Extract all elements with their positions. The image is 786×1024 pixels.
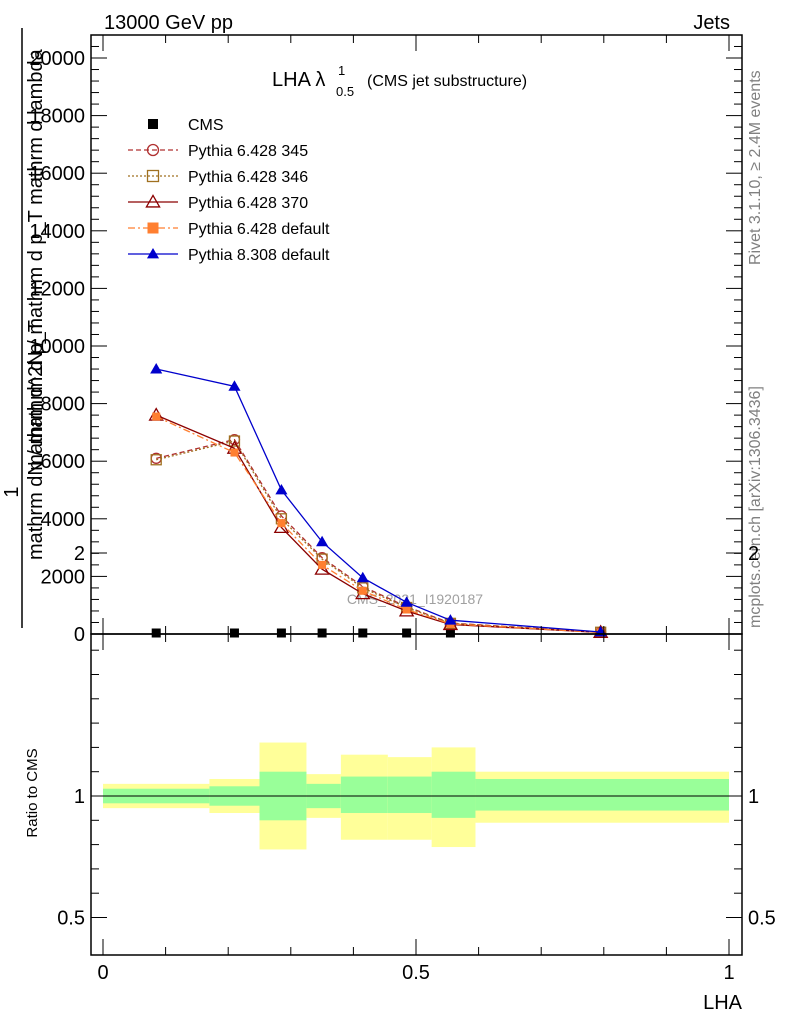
rivet-label: Rivet 3.1.10, ≥ 2.4M events bbox=[747, 70, 764, 265]
data-point bbox=[356, 571, 369, 583]
y-tick-label: 12000 bbox=[29, 278, 85, 300]
xlabel: LHA bbox=[703, 992, 743, 1014]
data-point bbox=[402, 605, 411, 614]
legend-marker bbox=[146, 143, 160, 157]
legend-label: Pythia 6.428 370 bbox=[188, 195, 308, 212]
legend-label: Pythia 6.428 default bbox=[188, 221, 330, 238]
legend-marker bbox=[146, 247, 160, 259]
legend-entry: Pythia 6.428 default bbox=[128, 221, 330, 238]
ylabel-main-right: mathrm d^2N / mathrm d p_T mathrm d lamb… bbox=[25, 48, 47, 470]
y-tick-label: 10000 bbox=[29, 336, 85, 358]
y-tick-label: 16000 bbox=[29, 163, 85, 185]
ratio-tick-label-right: 1 bbox=[748, 786, 759, 808]
series-cms bbox=[151, 628, 606, 638]
legend-label: CMS bbox=[188, 117, 224, 134]
data-point bbox=[277, 519, 286, 528]
x-tick-label: 1 bbox=[723, 962, 734, 984]
ratio-band-green bbox=[387, 776, 432, 814]
y-tick-label: 6000 bbox=[41, 451, 86, 473]
mcplots-label: mcplots.cern.ch [arXiv:1306.3436] bbox=[747, 386, 764, 628]
data-point bbox=[445, 628, 455, 638]
chart-title-main: LHA λ bbox=[272, 69, 325, 91]
legend-entry: Pythia 6.428 346 bbox=[128, 169, 308, 186]
chart-title-suffix: (CMS jet substructure) bbox=[367, 73, 527, 90]
legend-label: Pythia 6.428 346 bbox=[188, 169, 308, 186]
data-point bbox=[316, 535, 329, 547]
legend-label: Pythia 8.308 default bbox=[188, 247, 330, 264]
ratio-tick-label: 0.5 bbox=[57, 908, 85, 930]
ratio-tick-label-right: 0.5 bbox=[748, 908, 776, 930]
chart-title: LHA λ 1 0.5 (CMS jet substructure) bbox=[272, 63, 527, 99]
legend-marker bbox=[148, 119, 158, 129]
data-point bbox=[275, 483, 288, 495]
ratio-tick-label: 1 bbox=[74, 786, 85, 808]
legend-entry: Pythia 6.428 345 bbox=[128, 143, 308, 160]
data-point bbox=[150, 454, 162, 466]
y-tick-label: 14000 bbox=[29, 221, 85, 243]
y-tick-label: 20000 bbox=[29, 48, 85, 70]
series-pythia-6-428-346 bbox=[150, 435, 607, 638]
y-tick-label: 0 bbox=[74, 624, 85, 646]
legend: CMS Pythia 6.428 345 Pythia 6.428 346 Pythi… bbox=[128, 117, 330, 264]
data-point bbox=[151, 628, 161, 638]
legend-label: Pythia 6.428 345 bbox=[188, 143, 308, 160]
legend-entry: CMS bbox=[148, 117, 224, 134]
ratio-tick-label: 2 bbox=[74, 543, 85, 565]
main-series bbox=[148, 362, 609, 639]
data-point bbox=[228, 380, 241, 391]
series-line bbox=[156, 368, 601, 633]
ylabel-main-numerator: 1 bbox=[1, 486, 23, 497]
data-point bbox=[150, 362, 163, 374]
data-point bbox=[402, 628, 412, 638]
legend-entry: Pythia 6.428 370 bbox=[128, 194, 308, 212]
ylabel-main-denominator: mathrm dN / mathrm d p_T bbox=[25, 320, 47, 560]
y-tick-label: 8000 bbox=[41, 394, 86, 416]
header-process: 13000 GeV pp bbox=[104, 12, 233, 34]
legend-marker bbox=[145, 194, 161, 208]
data-point bbox=[358, 628, 368, 638]
ratio-tick-label-right: 2 bbox=[748, 543, 759, 565]
legend-marker bbox=[147, 222, 159, 234]
series-line bbox=[155, 414, 601, 634]
series-line bbox=[156, 440, 601, 633]
x-tick-label: 0 bbox=[97, 962, 108, 984]
data-point bbox=[230, 448, 239, 457]
data-point bbox=[228, 435, 241, 447]
y-tick-label: 18000 bbox=[29, 106, 85, 128]
ylabel-ratio: Ratio to CMS bbox=[24, 748, 41, 837]
header-category: Jets bbox=[693, 12, 730, 34]
data-point bbox=[318, 560, 327, 569]
x-tick-label: 0.5 bbox=[402, 962, 430, 984]
data-point bbox=[358, 586, 367, 595]
data-point bbox=[400, 596, 413, 607]
chart-title-sup: 1 bbox=[338, 63, 345, 78]
ratio-band-green bbox=[340, 776, 388, 814]
y-tick-label: 4000 bbox=[41, 509, 86, 531]
ratio-band-green bbox=[431, 771, 476, 818]
data-point bbox=[276, 628, 286, 638]
data-point bbox=[229, 628, 239, 638]
chart-title-sub: 0.5 bbox=[336, 84, 354, 99]
axes: 0 2000 4000 6000 8000 10000 12000 14000 16000 180… bbox=[29, 34, 776, 984]
legend-entry: Pythia 8.308 default bbox=[128, 247, 330, 264]
data-point bbox=[444, 614, 457, 625]
ratio-band-green bbox=[475, 778, 729, 811]
legend-marker bbox=[146, 169, 160, 183]
data-point bbox=[152, 412, 161, 421]
data-point bbox=[317, 628, 327, 638]
series-line bbox=[155, 415, 601, 634]
y-tick-label: 2000 bbox=[41, 566, 86, 588]
